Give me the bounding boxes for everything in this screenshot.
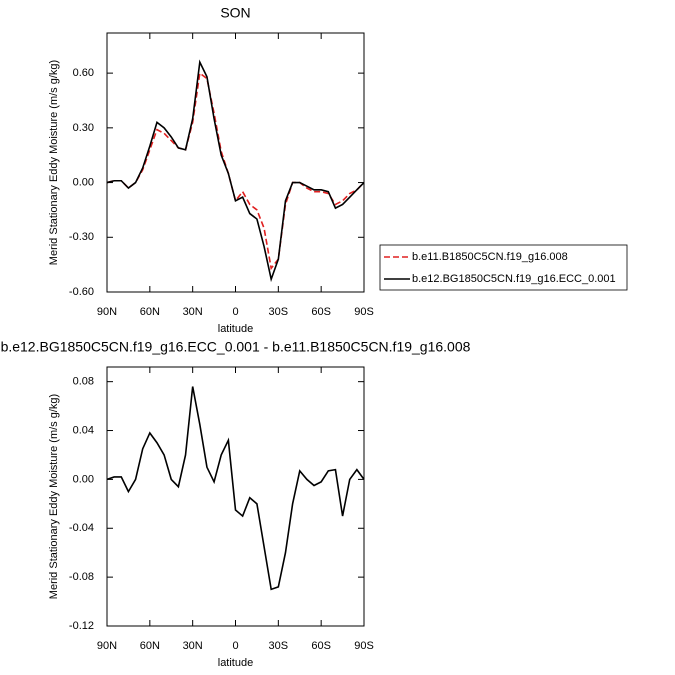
x-tick-label: 60S [311, 306, 331, 318]
x-tick-label: 30S [269, 306, 289, 318]
data-line [106, 59, 365, 283]
legend-box [379, 244, 628, 291]
y-tick-label: 0.00 [73, 176, 94, 188]
chart-title: b.e12.BG1850C5CN.f19_g16.ECC_0.001 - b.e… [1, 339, 471, 355]
x-axis-label: latitude [218, 323, 253, 335]
x-tick-label: 90S [354, 640, 374, 652]
y-tick-label: -0.30 [69, 231, 94, 243]
x-tick-label: 30N [183, 640, 203, 652]
y-tick-label: 0.08 [73, 376, 94, 388]
x-tick-label: 0 [232, 640, 238, 652]
legend-label: b.e11.B1850C5CN.f19_g16.008 [412, 251, 568, 263]
y-tick-label: 0.60 [73, 67, 94, 79]
y-tick-label: -0.12 [69, 620, 94, 632]
y-axis-label: Merid Stationary Eddy Moisture (m/s g/kg… [48, 394, 60, 599]
x-tick-label: 90N [97, 640, 117, 652]
x-tick-label: 60S [311, 640, 331, 652]
data-line [106, 71, 365, 271]
x-tick-label: 90S [354, 306, 374, 318]
y-tick-label: 0.04 [73, 424, 94, 436]
x-tick-label: 90N [97, 306, 117, 318]
plot-frame [106, 366, 365, 627]
y-tick-label: 0.00 [73, 473, 94, 485]
x-tick-label: 60N [140, 640, 160, 652]
y-tick-label: 0.30 [73, 122, 94, 134]
data-line [106, 386, 365, 591]
x-tick-label: 30N [183, 306, 203, 318]
chart-title: SON [220, 5, 250, 21]
y-tick-label: -0.08 [69, 571, 94, 583]
x-tick-label: 60N [140, 306, 160, 318]
y-tick-label: -0.60 [69, 286, 94, 298]
y-axis-label: Merid Stationary Eddy Moisture (m/s g/kg… [48, 60, 60, 265]
x-tick-label: 0 [232, 306, 238, 318]
x-tick-label: 30S [269, 640, 289, 652]
legend-label: b.e12.BG1850C5CN.f19_g16.ECC_0.001 [412, 273, 616, 285]
y-tick-label: -0.04 [69, 522, 94, 534]
x-axis-label: latitude [218, 657, 253, 669]
